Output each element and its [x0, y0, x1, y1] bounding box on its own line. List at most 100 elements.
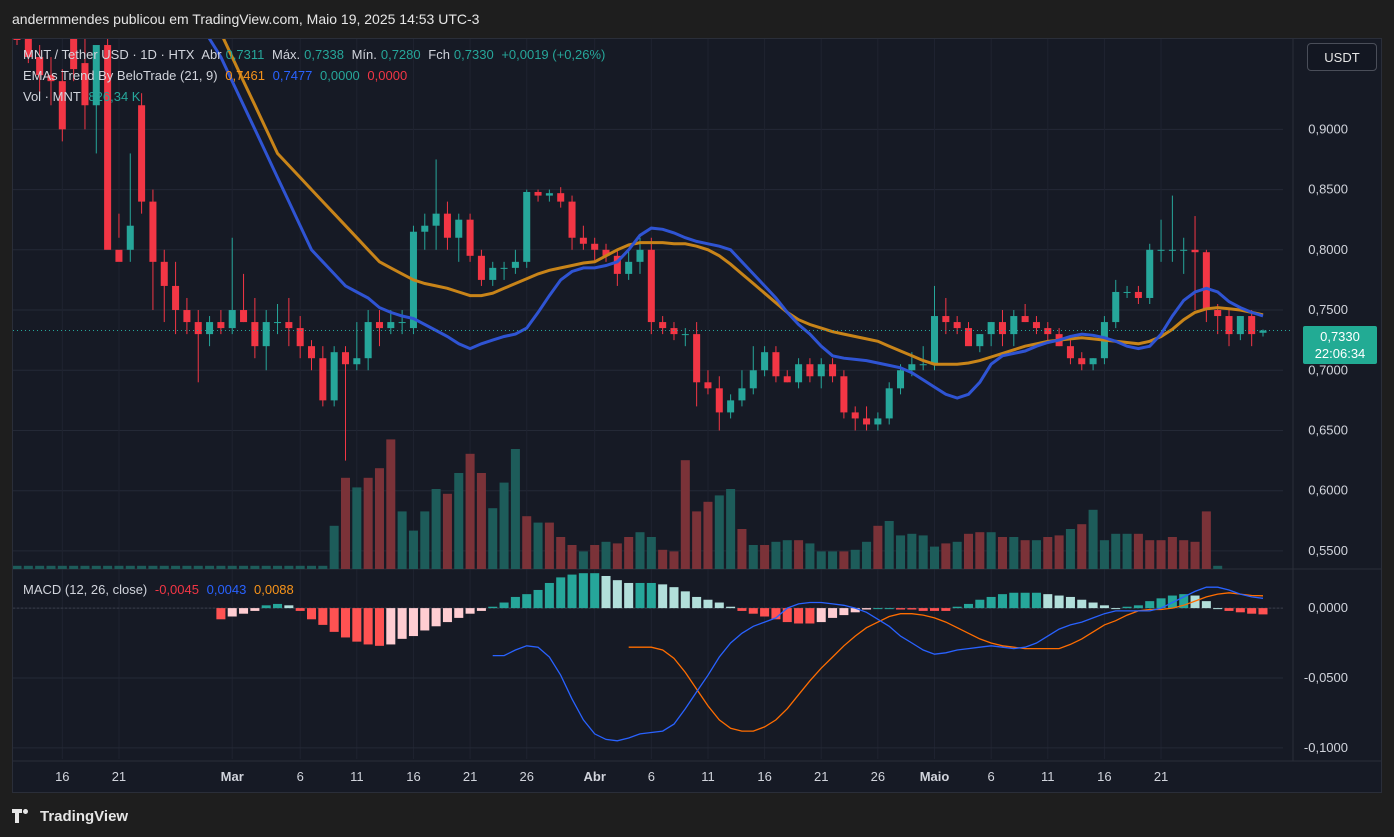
volume-bar	[239, 565, 249, 569]
macd-histogram-bar	[284, 605, 294, 609]
currency-button[interactable]: USDT	[1307, 43, 1377, 71]
volume-bar	[714, 495, 724, 569]
candle-body	[319, 358, 327, 401]
macd-histogram-bar	[227, 608, 237, 617]
candle-body	[964, 328, 973, 347]
volume-bar	[669, 551, 679, 569]
volume-bar	[352, 487, 362, 569]
candle-body	[1044, 328, 1052, 335]
legend-symbol[interactable]: MNT / Tether USD · 1D · HTX	[23, 47, 195, 62]
footer-brand-text: TradingView	[40, 807, 129, 825]
candle-body	[919, 364, 927, 366]
candle-body	[149, 201, 157, 262]
volume-bar	[465, 453, 475, 569]
volume-bar	[522, 516, 532, 569]
volume-bar	[159, 565, 169, 569]
legend-ema-name[interactable]: EMAs Trend By BeloTrade (21, 9)	[23, 68, 218, 83]
macd-histogram-bar	[374, 608, 384, 646]
candle-body	[681, 334, 689, 336]
macd-histogram-bar	[340, 608, 351, 638]
time-axis-label: 11	[701, 769, 715, 784]
candle-body	[1259, 330, 1267, 333]
legend-vol-label[interactable]: Vol · MNT	[23, 89, 81, 104]
macd-histogram-bar	[975, 599, 985, 609]
volume-bar	[1077, 524, 1087, 569]
macd-histogram-bar	[726, 606, 736, 609]
volume-bar	[193, 565, 203, 569]
volume-bar	[35, 565, 45, 569]
macd-histogram-bar	[760, 608, 770, 617]
volume-bar	[918, 535, 928, 569]
candle-body	[761, 352, 769, 371]
volume-bar	[816, 551, 826, 569]
candle-body	[829, 364, 837, 377]
macd-histogram-bar	[408, 608, 418, 637]
macd-histogram-bar	[363, 608, 373, 645]
footer-brand[interactable]: TradingView	[12, 805, 128, 827]
volume-bar	[510, 449, 520, 569]
volume-bar	[1099, 540, 1109, 569]
macd-histogram-bar	[952, 606, 962, 609]
candle-body	[1123, 291, 1131, 293]
legend-macd-name[interactable]: MACD (12, 26, close)	[23, 582, 148, 597]
candle-body	[953, 322, 961, 329]
volume-bar	[873, 525, 883, 569]
time-axis-label: 21	[463, 769, 477, 784]
volume-bar	[760, 545, 770, 569]
macd-histogram-bar	[805, 608, 815, 624]
macd-histogram-bar	[397, 608, 407, 639]
candle-body	[47, 75, 55, 82]
candle-body	[477, 255, 485, 280]
candle-body	[1248, 316, 1256, 335]
time-axis-label: 11	[350, 769, 364, 784]
volume-bar	[828, 551, 838, 569]
last-price: 0,7330	[1320, 329, 1360, 344]
volume-bar	[850, 549, 860, 569]
volume-bar	[69, 565, 79, 569]
volume-bar	[533, 522, 543, 569]
time-axis-label: 21	[814, 769, 828, 784]
chart-frame[interactable]: 0,5500 0,6000 0,6500 0,7000 0,7500 0,8000 0,85…	[12, 38, 1382, 793]
volume-bar	[171, 565, 181, 569]
candle-body	[1157, 249, 1165, 251]
candle-body	[715, 388, 723, 413]
volume-bar	[782, 540, 792, 569]
candle-body	[783, 376, 791, 383]
price-axis-label: 0,6500	[1308, 422, 1348, 437]
volume-bar	[1065, 529, 1075, 569]
candle-body	[1078, 358, 1086, 365]
volume-bar	[488, 508, 498, 569]
candle-body	[534, 191, 542, 196]
macd-histogram-bar	[1258, 608, 1268, 615]
volume-bar	[624, 537, 634, 569]
macd-histogram-bar	[1031, 592, 1041, 609]
volume-bar	[771, 541, 781, 569]
macd-histogram-bar	[250, 608, 260, 611]
time-axis-label: 16	[1097, 769, 1111, 784]
volume-bar	[397, 511, 407, 569]
volume-bar	[963, 533, 974, 569]
macd-histogram-bar	[1190, 595, 1200, 609]
candle-body	[274, 322, 282, 324]
macd-histogram-bar	[907, 608, 917, 610]
volume-bar	[590, 545, 600, 569]
bar-countdown: 22:06:34	[1314, 346, 1366, 361]
candle-body	[455, 219, 463, 238]
candle-body	[930, 316, 939, 365]
time-axis-label: 16	[55, 769, 69, 784]
macd-histogram-bar	[1235, 608, 1245, 613]
candle-body	[1146, 249, 1154, 298]
volume-bar	[284, 565, 294, 569]
volume-bar	[986, 532, 996, 569]
macd-histogram-bar	[1099, 605, 1109, 609]
volume-bar	[431, 489, 441, 569]
volume-bar	[114, 565, 124, 569]
macd-axis-label: 0,0000	[1308, 600, 1348, 615]
macd-histogram-bar	[850, 608, 860, 613]
candle-body	[466, 219, 474, 256]
volume-bar	[476, 473, 486, 569]
chart-canvas[interactable]: 0,5500 0,6000 0,6500 0,7000 0,7500 0,8000 0,85…	[13, 39, 1382, 793]
macd-histogram-bar	[601, 575, 611, 609]
candle-body	[183, 310, 191, 323]
macd-histogram-bar	[669, 587, 679, 609]
